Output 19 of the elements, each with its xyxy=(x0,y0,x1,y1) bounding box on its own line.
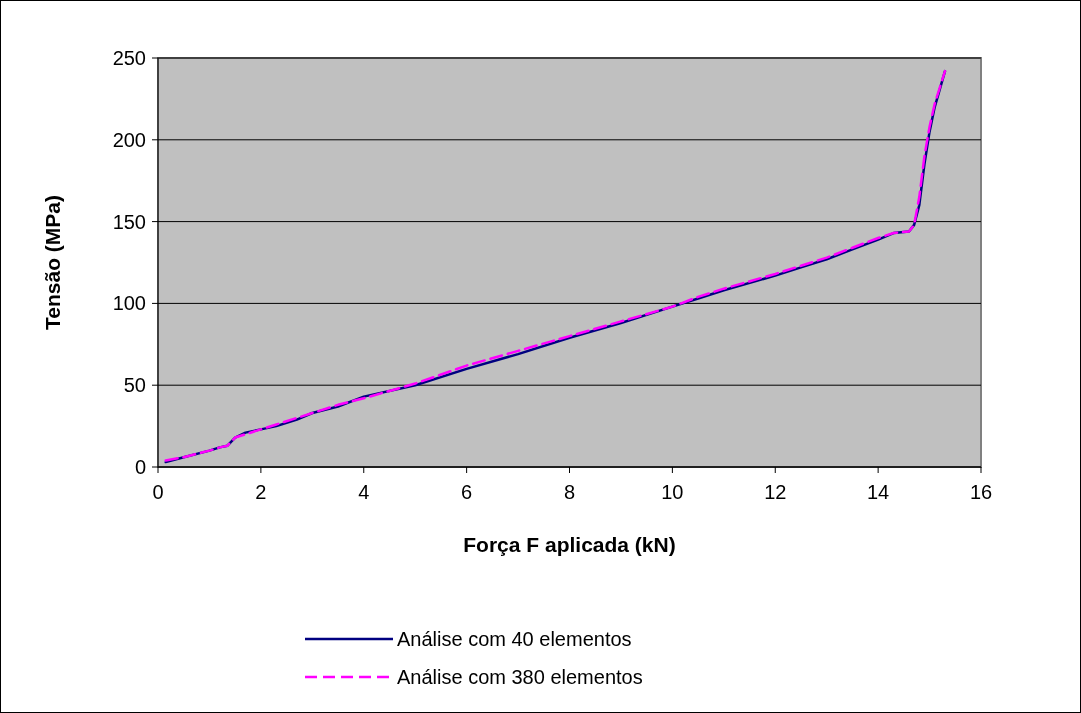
x-tick-label: 12 xyxy=(764,481,787,503)
y-tick-label: 150 xyxy=(112,210,146,233)
x-axis-title: Força F aplicada (kN) xyxy=(463,533,676,556)
y-tick-label: 250 xyxy=(112,47,146,69)
legend-label: Análise com 40 elementos xyxy=(397,628,632,650)
x-tick-label: 8 xyxy=(563,481,576,503)
x-tick-label: 6 xyxy=(461,481,473,503)
y-tick-label: 0 xyxy=(134,456,146,478)
x-tick-label: 16 xyxy=(969,481,993,503)
x-tick-label: 10 xyxy=(661,481,684,503)
x-tick-label: 2 xyxy=(255,481,267,503)
y-tick-label: 100 xyxy=(112,292,146,315)
y-tick-label: 50 xyxy=(123,374,146,397)
legend-label: Análise com 380 elementos xyxy=(397,666,643,688)
x-tick-label: 0 xyxy=(152,481,164,503)
x-tick-label: 14 xyxy=(867,481,890,503)
y-tick-label: 200 xyxy=(112,128,146,151)
x-tick-label: 4 xyxy=(358,481,370,503)
y-axis-title: Tensão (MPa) xyxy=(41,195,64,330)
